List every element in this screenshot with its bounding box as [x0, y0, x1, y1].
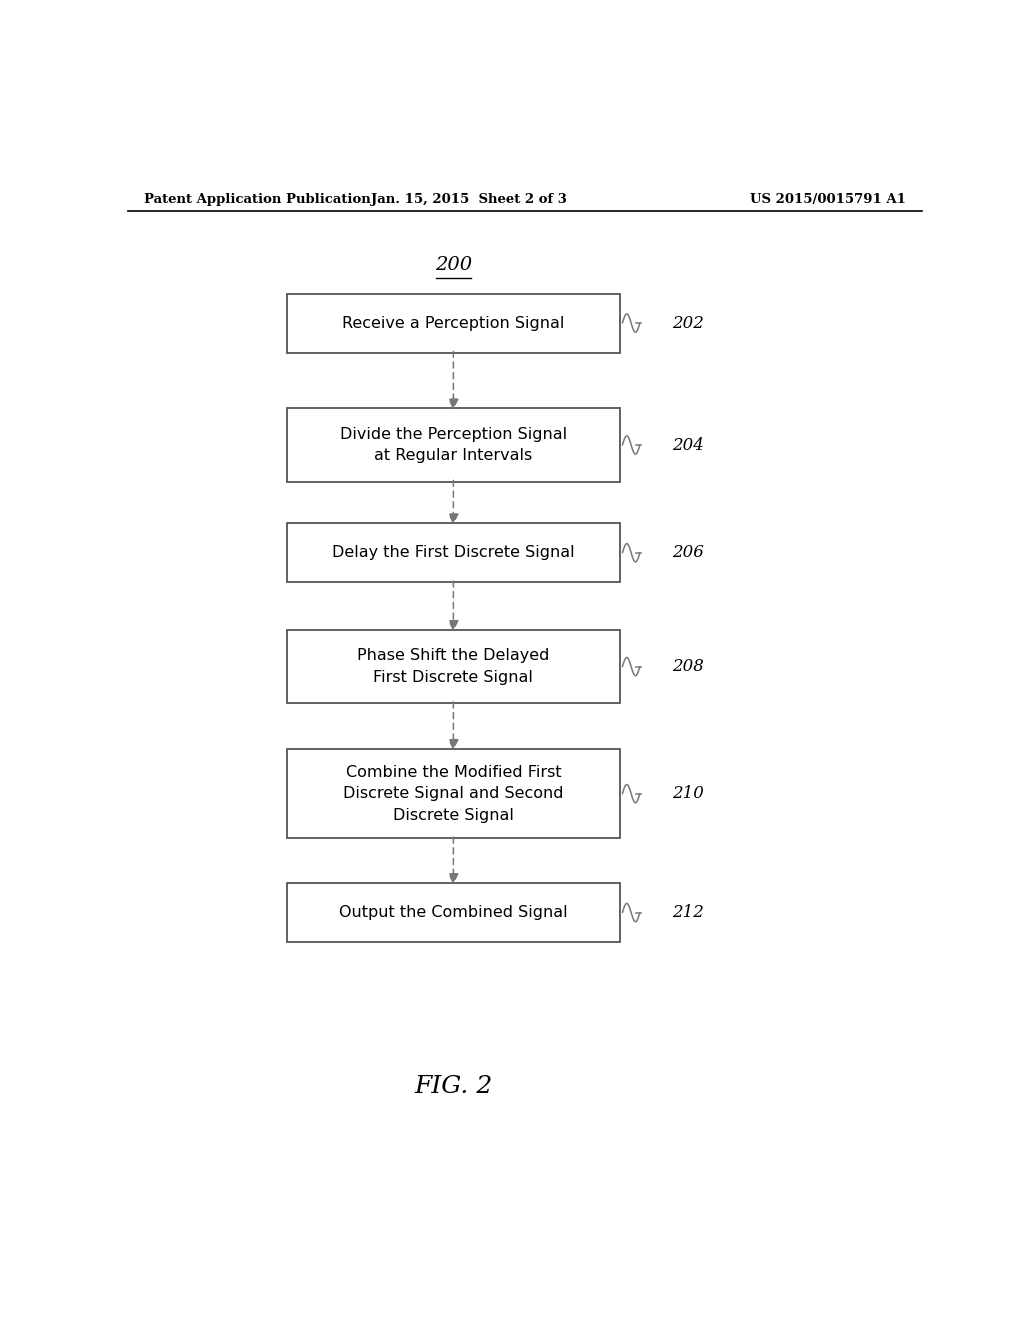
- FancyBboxPatch shape: [287, 408, 620, 482]
- Text: Delay the First Discrete Signal: Delay the First Discrete Signal: [332, 545, 574, 560]
- Text: Combine the Modified First
Discrete Signal and Second
Discrete Signal: Combine the Modified First Discrete Sign…: [343, 764, 563, 822]
- Text: 204: 204: [672, 437, 703, 454]
- Text: Jan. 15, 2015  Sheet 2 of 3: Jan. 15, 2015 Sheet 2 of 3: [372, 193, 567, 206]
- Text: Output the Combined Signal: Output the Combined Signal: [339, 906, 567, 920]
- Text: Receive a Perception Signal: Receive a Perception Signal: [342, 315, 564, 330]
- Text: US 2015/0015791 A1: US 2015/0015791 A1: [750, 193, 905, 206]
- Text: 212: 212: [672, 904, 703, 921]
- Text: 206: 206: [672, 544, 703, 561]
- FancyBboxPatch shape: [287, 748, 620, 838]
- Text: FIG. 2: FIG. 2: [415, 1074, 493, 1098]
- FancyBboxPatch shape: [287, 523, 620, 582]
- Text: Phase Shift the Delayed
First Discrete Signal: Phase Shift the Delayed First Discrete S…: [357, 648, 550, 685]
- Text: 210: 210: [672, 785, 703, 803]
- Text: Divide the Perception Signal
at Regular Intervals: Divide the Perception Signal at Regular …: [340, 426, 567, 463]
- Text: 208: 208: [672, 659, 703, 675]
- Text: Patent Application Publication: Patent Application Publication: [143, 193, 371, 206]
- FancyBboxPatch shape: [287, 293, 620, 352]
- FancyBboxPatch shape: [287, 883, 620, 942]
- FancyBboxPatch shape: [287, 630, 620, 704]
- Text: 200: 200: [435, 256, 472, 275]
- Text: 202: 202: [672, 314, 703, 331]
